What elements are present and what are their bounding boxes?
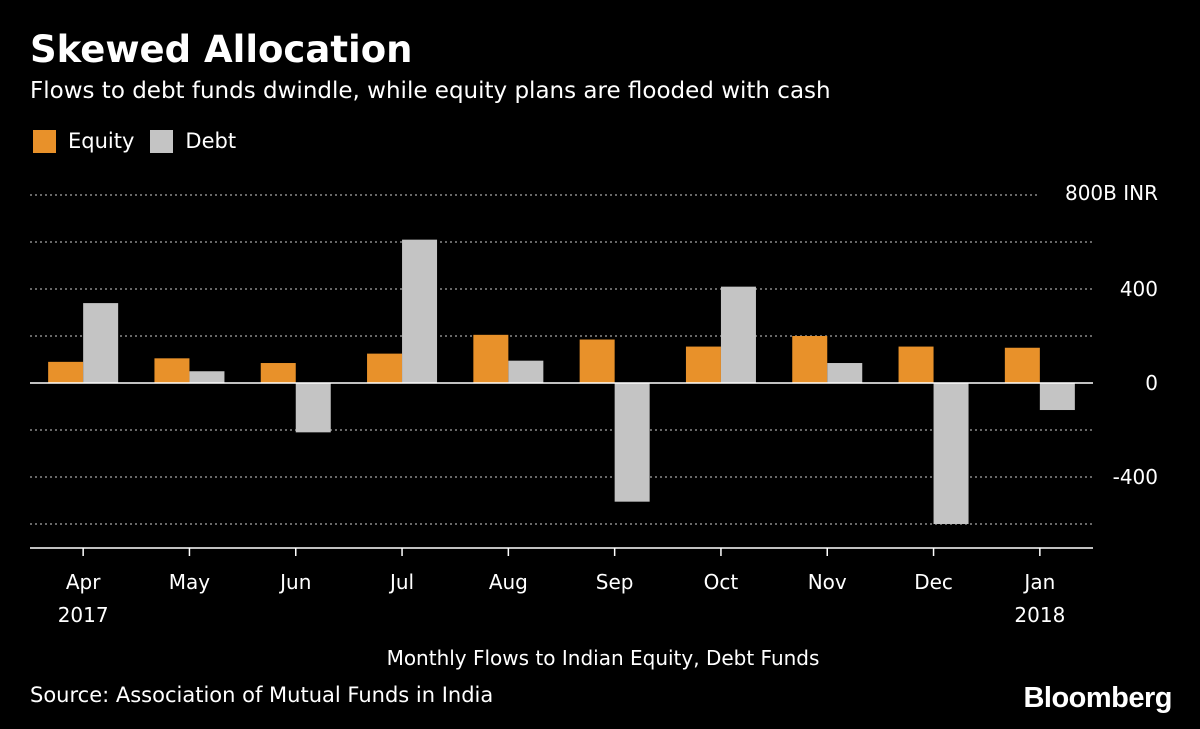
bars	[30, 239, 1093, 524]
x-tick-label: Apr	[66, 570, 101, 594]
x-tick-label: May	[169, 570, 211, 594]
bar-equity-jan	[1004, 347, 1040, 383]
y-tick-label: 400	[1120, 277, 1158, 301]
x-tick-label: Dec	[914, 570, 953, 594]
legend-item-debt: Debt	[150, 129, 236, 153]
x-tick-label: Jul	[388, 570, 414, 594]
chart-subtitle: Flows to debt funds dwindle, while equit…	[30, 78, 831, 104]
y-tick-label: -400	[1113, 465, 1158, 489]
y-axis-labels: -400 0 400	[1113, 277, 1158, 489]
legend-swatch-debt	[150, 129, 174, 153]
bar-debt-apr	[83, 303, 119, 383]
chart-title: Skewed Allocation	[30, 28, 413, 71]
bar-equity-oct	[685, 346, 721, 383]
bar-equity-apr	[48, 361, 84, 383]
x-tick-label: Oct	[704, 570, 739, 594]
x-tick-label: Jun	[278, 570, 311, 594]
bar-equity-dec	[898, 346, 934, 383]
bar-equity-jun	[260, 363, 296, 383]
bar-equity-jul	[367, 353, 403, 383]
bloomberg-logo: Bloomberg	[1023, 682, 1172, 714]
bar-equity-sep	[579, 339, 615, 383]
bar-debt-dec	[933, 383, 969, 524]
x-tick-label: Sep	[596, 570, 634, 594]
bar-debt-may	[189, 371, 225, 383]
bar-equity-nov	[792, 336, 828, 383]
y-tick-label: 0	[1145, 371, 1158, 395]
x-tick-label: Jan	[1022, 570, 1055, 594]
x-tick-label: Nov	[808, 570, 847, 594]
legend-label-debt: Debt	[185, 129, 237, 153]
x-tick-label: Aug	[489, 570, 528, 594]
bar-debt-nov	[827, 363, 863, 383]
bar-debt-jan	[1039, 383, 1075, 411]
bar-debt-sep	[614, 383, 650, 502]
x-tick-year-label: 2018	[1014, 603, 1065, 627]
bar-equity-may	[154, 358, 190, 383]
x-tick-year-label: 2017	[58, 603, 109, 627]
bar-debt-oct	[720, 286, 756, 383]
x-axis: Apr 2017 May Jun Jul Aug Sep Oct Nov Dec Jan 2018	[30, 547, 1093, 627]
bar-debt-aug	[508, 360, 544, 383]
legend-item-equity: Equity	[33, 129, 134, 153]
bar-equity-aug	[473, 334, 509, 383]
legend-swatch-equity	[33, 129, 56, 153]
y-axis-unit-label: 800B INR	[1065, 181, 1158, 205]
bar-debt-jul	[402, 239, 438, 383]
bar-debt-jun	[295, 383, 331, 433]
legend: Equity Debt	[33, 128, 252, 154]
source-note: Source: Association of Mutual Funds in I…	[30, 683, 494, 707]
legend-label-equity: Equity	[68, 129, 135, 153]
x-axis-title: Monthly Flows to Indian Equity, Debt Fun…	[387, 646, 820, 670]
grid-lines	[30, 194, 1093, 525]
